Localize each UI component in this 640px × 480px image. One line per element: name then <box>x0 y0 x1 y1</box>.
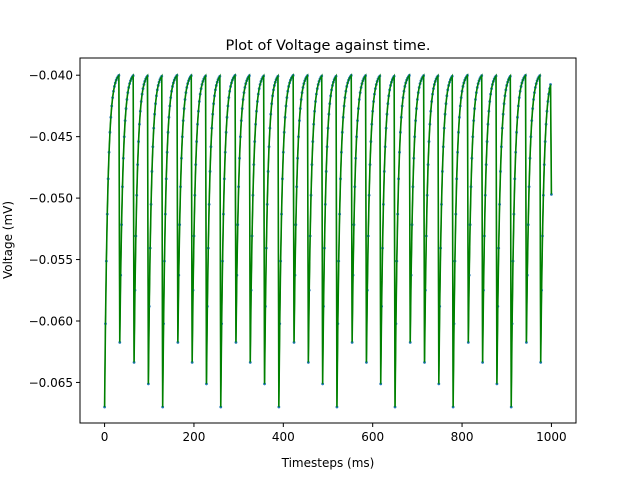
x-tick-label: 600 <box>361 430 384 444</box>
voltage-line-overlay <box>103 73 553 408</box>
plot-area <box>103 73 553 409</box>
y-tick-label: −0.050 <box>29 192 73 206</box>
y-axis-label: Voltage (mV) <box>1 201 15 279</box>
y-tick-label: −0.045 <box>29 130 73 144</box>
y-tick-label: −0.040 <box>29 69 73 83</box>
axes: 0 200 400 600 800 1000 −0.065 −0.060 −0.055 −0.05… <box>29 57 577 444</box>
x-tick-label: 800 <box>451 430 474 444</box>
y-tick-label: −0.055 <box>29 253 73 267</box>
y-tick-label: −0.060 <box>29 314 73 328</box>
x-tick-label: 400 <box>272 430 295 444</box>
x-tick-label: 200 <box>182 430 205 444</box>
x-tick-label: 1000 <box>536 430 567 444</box>
x-axis-label: Timesteps (ms) <box>281 456 375 470</box>
chart-title: Plot of Voltage against time. <box>226 38 431 54</box>
y-tick-label: −0.065 <box>29 376 73 390</box>
x-tick-label: 0 <box>101 430 109 444</box>
axes-frame <box>79 57 577 424</box>
